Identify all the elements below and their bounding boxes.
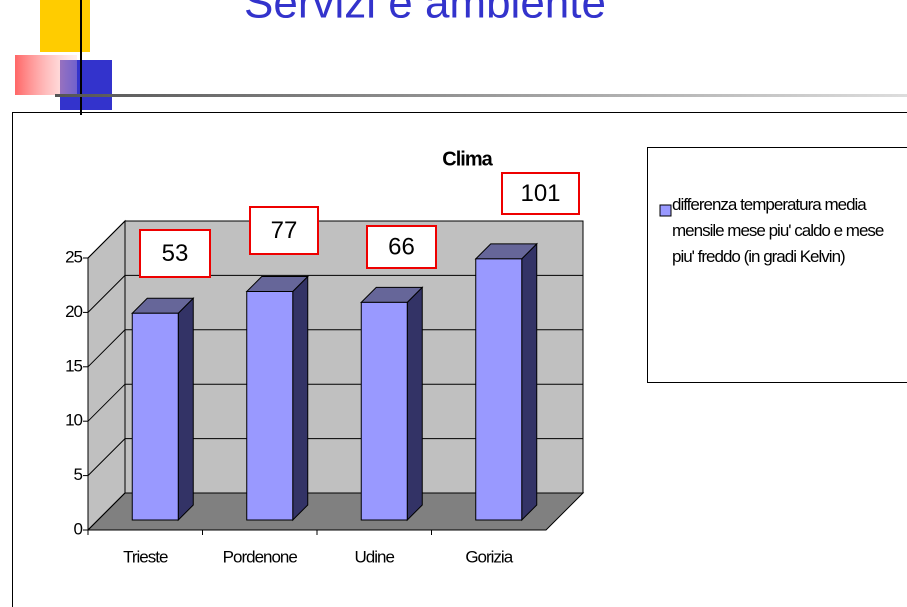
annotation: 66 <box>388 233 415 260</box>
bar <box>245 275 309 522</box>
grid-line <box>87 383 583 422</box>
annotation: 101 <box>520 180 560 207</box>
bar-side <box>177 297 194 522</box>
deco-hline <box>55 94 907 97</box>
y-tick-label: 15 <box>65 356 82 375</box>
grid-line <box>87 220 583 259</box>
legend-swatch <box>659 204 672 217</box>
bar <box>131 297 195 522</box>
bar-front <box>475 258 523 521</box>
bar-front <box>360 301 408 521</box>
chart-title: Clima <box>442 148 493 170</box>
side-wall <box>87 219 126 532</box>
y-tick-label: 0 <box>74 519 83 538</box>
annotation-box <box>249 206 319 255</box>
x-tick-label: Gorizia <box>465 547 513 566</box>
annotation: 77 <box>271 217 298 244</box>
bar <box>360 286 424 522</box>
x-tick-label: Pordenone <box>223 547 298 566</box>
annotation-box <box>366 225 437 269</box>
y-tick-label: 20 <box>65 302 82 321</box>
bar-side <box>521 242 538 522</box>
annotation: 53 <box>162 240 189 267</box>
bar-side <box>292 275 309 522</box>
x-tick-label: Udine <box>355 547 395 566</box>
bar-side <box>406 286 423 522</box>
grid-line <box>87 329 583 368</box>
legend-box <box>647 147 907 383</box>
y-tick-label: 10 <box>65 411 82 430</box>
y-tick-label: 25 <box>65 247 82 266</box>
deco-yellow <box>40 0 90 52</box>
annotation-box <box>501 172 580 215</box>
grid-line <box>87 492 583 531</box>
bar-front <box>131 312 179 521</box>
chart-frame <box>12 112 907 607</box>
bar <box>474 242 538 522</box>
slide-title: Servizi e ambiente <box>244 0 606 28</box>
grid-line <box>87 438 583 476</box>
grid-line <box>87 274 583 313</box>
bar-front <box>246 291 294 521</box>
legend-label: differenza temperatura media mensile mes… <box>672 195 884 266</box>
annotation-box <box>139 229 211 278</box>
y-tick-label: 5 <box>74 465 83 484</box>
deco-red <box>15 55 77 95</box>
x-tick-label: Trieste <box>123 547 168 566</box>
